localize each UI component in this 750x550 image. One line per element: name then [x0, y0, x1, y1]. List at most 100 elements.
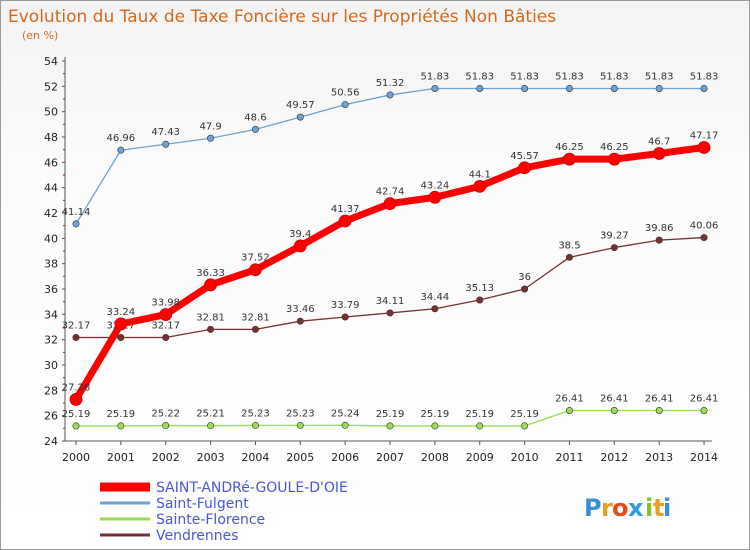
- data-label: 49.57: [286, 100, 315, 111]
- data-label: 34.11: [376, 296, 405, 307]
- legend-label: Vendrennes: [156, 528, 239, 544]
- data-point: [207, 325, 215, 333]
- data-label: 25.24: [331, 408, 360, 419]
- data-point: [159, 308, 173, 321]
- data-label: 35.13: [465, 283, 494, 294]
- data-label: 25.19: [421, 409, 450, 420]
- x-tick-label: 2014: [690, 451, 718, 464]
- data-point: [341, 101, 349, 109]
- data-point: [341, 421, 349, 429]
- data-label: 47.43: [151, 127, 180, 138]
- x-tick-label: 2011: [555, 451, 583, 464]
- data-label: 25.19: [510, 409, 539, 420]
- legend-label: Saint-Fulgent: [156, 496, 249, 512]
- legend-item: SAINT-ANDRé-GOULE-D'OIE: [100, 480, 348, 496]
- y-tick-label: 34: [44, 308, 58, 321]
- data-point: [476, 84, 484, 92]
- data-label: 39.86: [645, 223, 674, 234]
- data-point: [117, 146, 125, 154]
- data-label: 26.41: [645, 393, 674, 404]
- data-label: 32.17: [151, 321, 180, 332]
- series-layer: 25.19 25.19 25.22 25.21 25.23 25.23 25.24 25.19…: [62, 71, 719, 430]
- series-2: 41.14 46.96 47.43 47.9 48.6 49.57 50.56 51.32 51…: [62, 71, 719, 228]
- legend: SAINT-ANDRé-GOULE-D'OIESaint-FulgentSain…: [100, 480, 348, 544]
- data-point: [296, 113, 304, 121]
- series-4: 32.1732.1732.1732.8132.8133.4633.7934.11…: [62, 221, 718, 342]
- data-point: [386, 422, 394, 430]
- data-point: [652, 147, 666, 160]
- legend-item: Saint-Fulgent: [100, 496, 249, 512]
- data-point: [431, 305, 439, 313]
- logo-letter: x: [628, 494, 644, 522]
- data-label: 43.24: [421, 180, 450, 191]
- y-tick-label: 54: [44, 55, 58, 68]
- data-point: [655, 84, 663, 92]
- data-point: [207, 422, 215, 430]
- data-point: [386, 309, 394, 317]
- data-point: [72, 220, 80, 228]
- logo-letter: r: [601, 494, 613, 522]
- data-label: 32.81: [196, 312, 225, 323]
- data-label: 32.81: [241, 312, 270, 323]
- x-tick-label: 2003: [197, 451, 225, 464]
- data-label: 25.22: [151, 409, 180, 420]
- data-label: 45.57: [510, 151, 539, 162]
- legend-label: SAINT-ANDRé-GOULE-D'OIE: [156, 480, 348, 496]
- y-tick-label: 26: [44, 410, 58, 423]
- data-point: [610, 244, 618, 252]
- data-label: 41.37: [331, 204, 360, 215]
- data-point: [117, 422, 125, 430]
- x-tick-label: 2008: [421, 451, 449, 464]
- data-label: 51.83: [690, 71, 719, 82]
- data-point: [565, 253, 573, 261]
- data-point: [162, 334, 170, 342]
- y-tick-label: 32: [44, 334, 58, 347]
- data-label: 25.19: [376, 409, 405, 420]
- data-label: 39.4: [289, 229, 311, 240]
- data-label: 25.19: [62, 409, 91, 420]
- data-label: 26.41: [600, 393, 629, 404]
- data-point: [341, 313, 349, 321]
- chart-title: Evolution du Taux de Taxe Foncière sur l…: [8, 7, 556, 27]
- data-label: 38.5: [558, 240, 580, 251]
- data-point: [114, 317, 128, 331]
- data-label: 33.46: [286, 304, 315, 315]
- data-label: 48.6: [244, 112, 266, 123]
- data-point: [610, 84, 618, 92]
- series-line: [72, 144, 705, 402]
- data-label: 36: [518, 272, 531, 283]
- data-point: [655, 406, 663, 414]
- data-point: [293, 239, 307, 253]
- x-tick-label: 2006: [331, 451, 359, 464]
- axes: 24 26 28 30 32 34 36 38 40 42 44 46 48 50 52 54 2000 2001…: [44, 55, 718, 464]
- data-point: [296, 317, 304, 325]
- data-point: [251, 421, 259, 429]
- data-label: 33.79: [331, 300, 360, 311]
- data-point: [431, 84, 439, 92]
- x-tick-label: 2010: [511, 451, 539, 464]
- data-point: [563, 152, 576, 166]
- data-label: 50.56: [331, 88, 360, 99]
- x-tick-label: 2009: [466, 451, 494, 464]
- logo-letter: P: [584, 494, 602, 522]
- data-label: 51.32: [376, 78, 405, 89]
- data-label: 47.17: [690, 131, 719, 142]
- data-point: [251, 325, 259, 333]
- data-point: [251, 125, 259, 133]
- y-tick-label: 50: [44, 106, 58, 119]
- data-point: [162, 422, 170, 430]
- y-tick-label: 52: [44, 80, 58, 93]
- data-label: 33.24: [107, 307, 136, 318]
- data-point: [518, 161, 531, 175]
- x-tick-label: 2000: [62, 451, 90, 464]
- legend-item: Sainte-Florence: [100, 512, 265, 528]
- data-point: [386, 91, 394, 99]
- data-point: [117, 334, 125, 342]
- data-label: 34.44: [421, 292, 450, 303]
- data-point: [338, 214, 352, 228]
- legend-label: Sainte-Florence: [156, 512, 265, 528]
- logo-letter: i: [663, 494, 671, 522]
- x-tick-label: 2013: [645, 451, 673, 464]
